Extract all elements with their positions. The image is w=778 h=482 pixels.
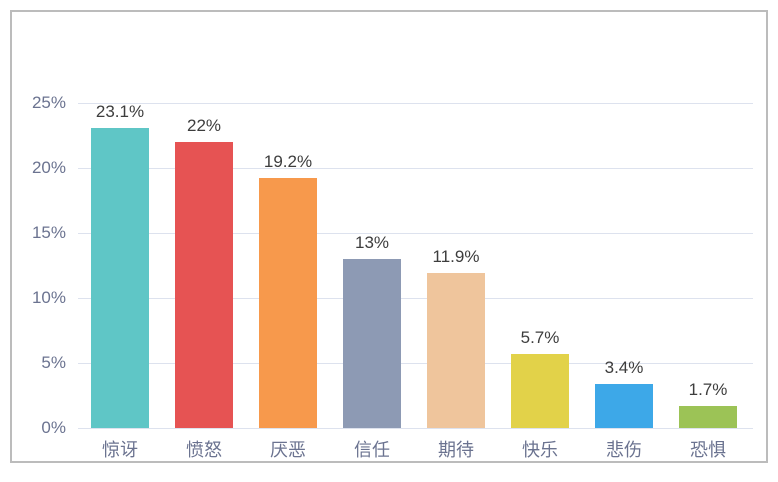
bar-value-label: 1.7%: [688, 380, 728, 399]
x-axis-category-label: 惊讶: [102, 440, 138, 460]
bar-value-label: 13%: [354, 233, 390, 252]
chart-frame: 25% 20% 15% 10% 5% 0% 23.1% 惊讶 22% 愤怒 19.2% 厌恶 13% 信任…: [10, 10, 768, 463]
gridline-5%: [78, 363, 753, 364]
bar-chart-plot-area: 25% 20% 15% 10% 5% 0% 23.1% 惊讶 22% 愤怒 19.2% 厌恶 13% 信任…: [12, 12, 766, 461]
x-axis-category-label: 信任: [354, 440, 390, 460]
bar-value-label: 5.7%: [520, 328, 560, 347]
bar-愤怒: [175, 142, 233, 428]
gridline-20%: [78, 168, 753, 169]
bar-快乐: [511, 354, 569, 428]
bar-恐惧: [679, 406, 737, 428]
y-axis-tick-label: 15%: [31, 223, 66, 242]
y-axis-tick-label: 10%: [31, 288, 66, 307]
y-axis-tick-label: 25%: [31, 93, 66, 112]
bar-value-label: 23.1%: [95, 102, 145, 121]
x-axis-category-label: 厌恶: [270, 440, 306, 460]
gridline-15%: [78, 233, 753, 234]
bar-悲伤: [595, 384, 653, 428]
y-axis-tick-label: 20%: [31, 158, 66, 177]
bar-value-label: 22%: [186, 116, 222, 135]
gridline-0%: [78, 428, 753, 429]
bar-信任: [343, 259, 401, 428]
bar-期待: [427, 273, 485, 428]
bar-value-label: 3.4%: [604, 358, 644, 377]
gridline-10%: [78, 298, 753, 299]
bar-厌恶: [259, 178, 317, 428]
y-axis-tick-label: 0%: [41, 418, 66, 437]
x-axis-category-label: 悲伤: [606, 440, 642, 460]
bar-value-label: 11.9%: [432, 247, 480, 266]
x-axis-category-label: 快乐: [522, 440, 558, 460]
bar-value-label: 19.2%: [263, 152, 313, 171]
x-axis-category-label: 愤怒: [186, 440, 222, 460]
y-axis-tick-label: 5%: [41, 353, 66, 372]
bar-惊讶: [91, 128, 149, 428]
x-axis-category-label: 期待: [438, 440, 474, 460]
gridline-25%: [78, 103, 753, 104]
x-axis-category-label: 恐惧: [690, 440, 726, 460]
